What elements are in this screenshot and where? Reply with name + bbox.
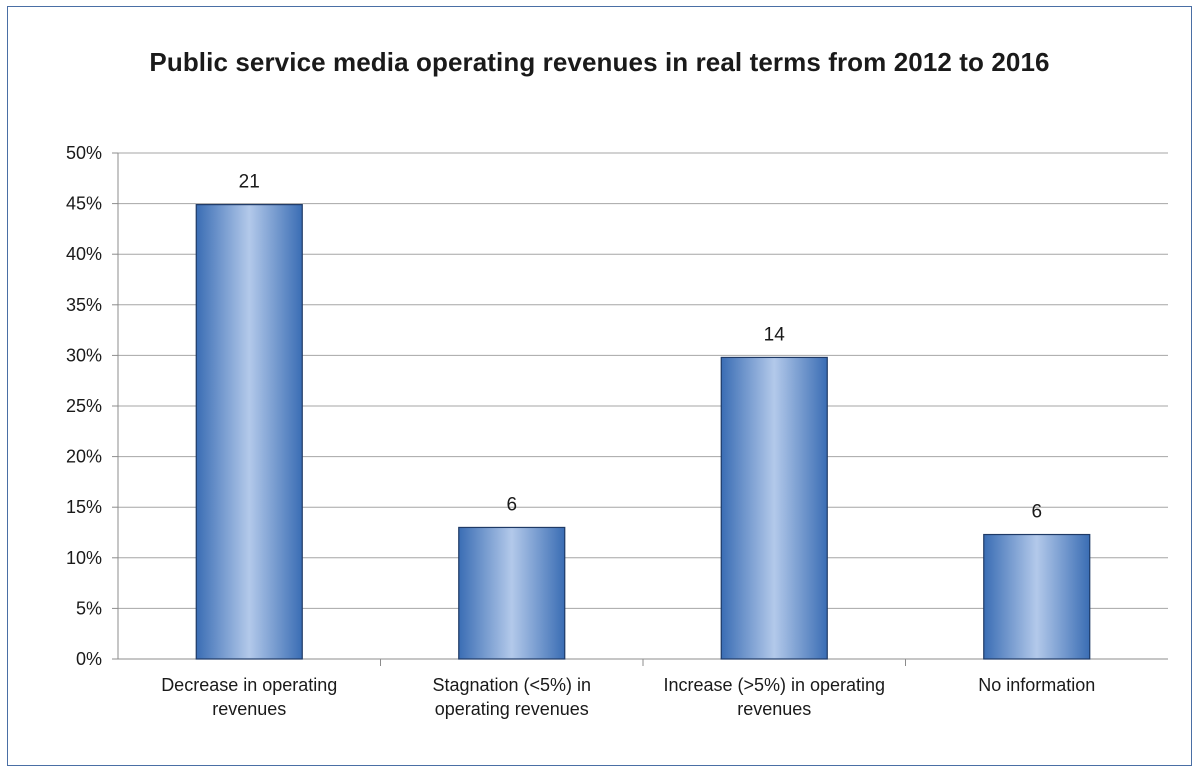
data-label: 21 [239,172,260,193]
bar [195,204,303,660]
data-label: 6 [506,494,517,515]
data-label: 14 [764,324,786,345]
data-label: 6 [1031,502,1042,523]
y-tick-label: 35% [66,295,102,315]
y-tick-label: 40% [66,244,102,264]
bars [195,204,1091,660]
bar [720,356,828,660]
y-tick-label: 25% [66,396,102,416]
y-tick-label: 5% [76,598,102,618]
y-tick-label: 15% [66,497,102,517]
y-tick-label: 0% [76,649,102,669]
labels: 0% 5% 10% 15% 20% 25% 30% 35% 40% 45% 50% 21 Decreas… [66,143,1095,719]
bar [458,526,566,660]
y-tick-label: 20% [66,447,102,467]
x-tick-label: Stagnation (<5%) in operating revenues [432,675,591,719]
y-tick-label: 50% [66,143,102,163]
y-tick-label: 30% [66,345,102,365]
bar [983,533,1091,660]
x-tick-label: Decrease in operating revenues [161,675,337,719]
chart-title: Public service media operating revenues … [149,47,1050,77]
x-tick-label: Increase (>5%) in operating revenues [663,675,885,719]
x-tick-label: No information [978,675,1095,695]
y-tick-label: 45% [66,194,102,214]
y-tick-label: 10% [66,548,102,568]
